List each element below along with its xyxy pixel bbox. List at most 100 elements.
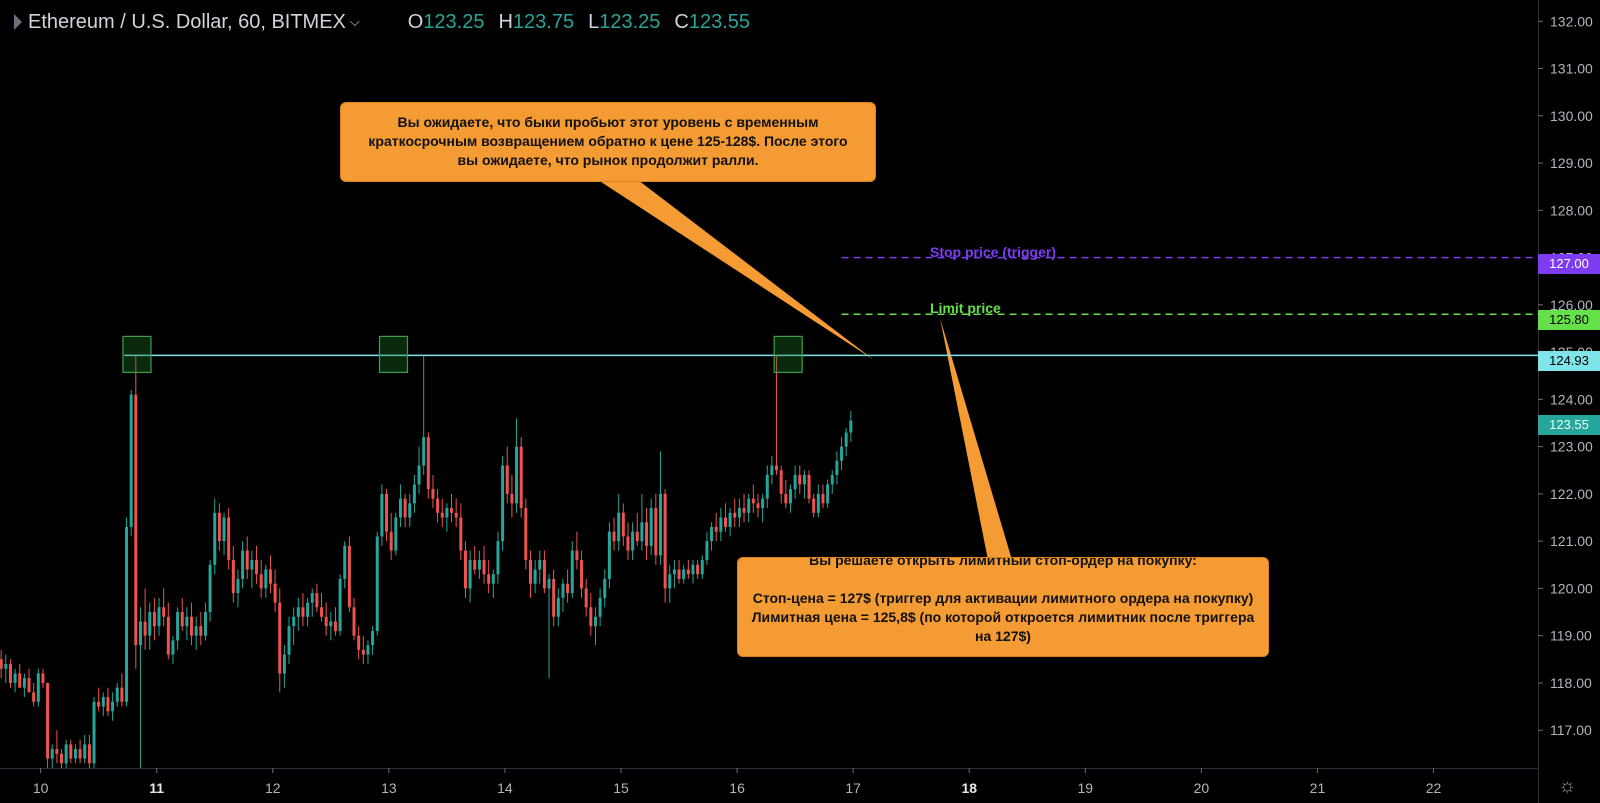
candle-body — [55, 749, 59, 754]
candle-body — [0, 659, 3, 669]
candle-body — [273, 583, 277, 603]
candle-body — [589, 607, 593, 627]
candle-body — [626, 536, 630, 551]
candle-body — [213, 512, 217, 565]
candle-body — [515, 446, 519, 504]
candle-body — [380, 493, 384, 537]
candle-body — [157, 607, 161, 627]
ohlc-high: H123.75 — [498, 10, 575, 33]
candle-body — [231, 560, 235, 594]
chart-header: Ethereum / U.S. Dollar, 60, BITMEX ⌵ O12… — [14, 9, 750, 35]
candle-body — [36, 673, 40, 702]
y-tick-label: 132.00 — [1550, 13, 1593, 29]
callout-top[interactable]: Вы ожидаете, что быки пробьют этот урове… — [340, 102, 876, 182]
candle-body — [686, 569, 690, 575]
candle-body — [217, 512, 221, 542]
candle-body — [844, 432, 848, 447]
candle-body — [301, 607, 305, 617]
candle-body — [375, 536, 379, 631]
candle-body — [97, 701, 101, 707]
candle-body — [190, 616, 194, 636]
candle-body — [134, 394, 138, 646]
y-tick-label: 124.00 — [1550, 391, 1593, 407]
candle-body — [32, 692, 36, 702]
candle-body — [756, 503, 760, 509]
candle-body — [125, 526, 129, 702]
candle-body — [292, 616, 296, 627]
candle-body — [505, 465, 509, 494]
x-tick-label: 19 — [1078, 780, 1094, 796]
gear-icon[interactable]: ☼ — [1558, 775, 1577, 797]
y-tick-label: 128.00 — [1550, 202, 1593, 218]
ohlc-values: O123.25 H123.75 L123.25 C123.55 — [408, 11, 750, 34]
candle-body — [320, 607, 324, 617]
candle-body — [60, 753, 64, 764]
candle-body — [371, 630, 375, 646]
candle-body — [533, 569, 537, 584]
candle-body — [566, 583, 570, 594]
candle-body — [73, 749, 77, 759]
candle-body — [389, 531, 393, 551]
candle-body — [268, 569, 272, 584]
flag-icon — [14, 14, 22, 30]
x-tick-label: 15 — [613, 780, 629, 796]
candle-body — [352, 607, 356, 636]
y-tick-label: 119.00 — [1550, 628, 1592, 644]
candle-body — [166, 616, 170, 655]
chevron-down-icon[interactable]: ⌵ — [349, 14, 360, 29]
candle-body — [784, 493, 788, 504]
stop-price-pill: 127.00 — [1538, 254, 1600, 274]
ohlc-low: L123.25 — [588, 10, 661, 33]
candle-body — [640, 522, 644, 542]
y-tick-label: 118.00 — [1550, 675, 1592, 691]
ohlc-open: O123.25 — [407, 10, 485, 33]
candle-body — [259, 574, 263, 589]
candle-body — [333, 621, 337, 631]
candle-body — [143, 621, 147, 636]
candle-body — [315, 593, 319, 608]
candle-body — [278, 602, 282, 674]
candle-body — [477, 560, 481, 570]
candle-body — [185, 616, 189, 627]
candle-body — [162, 607, 166, 617]
candle-body — [849, 420, 853, 433]
callout-bottom-line-4: Лимитная цена = 125,8$ (по которой откро… — [751, 609, 1255, 644]
candle-body — [742, 508, 746, 513]
candle-body — [176, 612, 180, 641]
candle-body — [840, 446, 844, 461]
candle-body — [580, 560, 584, 589]
candle-body — [440, 512, 444, 518]
candle-body — [765, 474, 769, 499]
candle-body — [41, 673, 45, 683]
candle-body — [482, 560, 486, 575]
candle-body — [723, 517, 727, 527]
candle-body — [705, 541, 709, 561]
callout-bottom[interactable]: Вы решаете открыть лимитный стоп-ордер н… — [737, 557, 1269, 657]
candle-body — [329, 621, 333, 627]
candle-body — [788, 489, 792, 504]
candle-body — [556, 597, 560, 617]
candle-body — [575, 550, 579, 561]
candle-body — [649, 508, 653, 546]
candle-body — [542, 560, 546, 589]
candle-body — [672, 569, 676, 575]
callout-bottom-pointer — [940, 318, 1012, 560]
candle-body — [236, 578, 240, 594]
candle-body — [658, 493, 662, 556]
symbol-title[interactable]: Ethereum / U.S. Dollar, 60, BITMEX — [28, 10, 346, 33]
x-tick-label: 14 — [497, 780, 513, 796]
candle-body — [138, 621, 142, 646]
candle-body — [282, 654, 286, 674]
candle-body — [194, 626, 198, 636]
candle-body — [631, 531, 635, 551]
candle-body — [468, 560, 472, 589]
candle-body — [793, 474, 797, 490]
candle-body — [682, 569, 686, 579]
resistance-touch-marker — [773, 335, 803, 374]
x-tick-label: 16 — [729, 780, 745, 796]
candle-body — [403, 498, 407, 518]
candle-body — [733, 512, 737, 518]
candle-body — [431, 489, 435, 499]
candle-body — [751, 498, 755, 504]
